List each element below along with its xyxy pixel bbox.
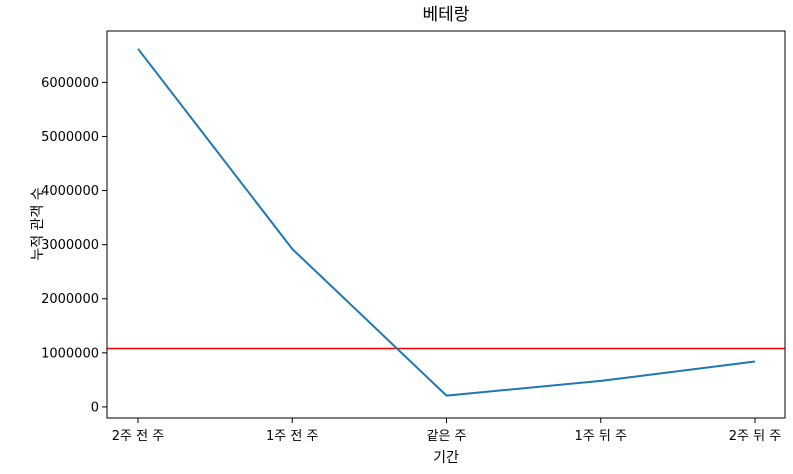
x-tick-label: 같은 주	[426, 429, 466, 444]
series-line	[138, 49, 755, 396]
y-tick-label: 1000000	[41, 346, 99, 361]
chart-title: 베테랑	[423, 5, 470, 25]
x-axis-title: 기간	[433, 450, 459, 466]
y-tick-label: 0	[91, 400, 99, 415]
y-tick-label: 6000000	[41, 76, 99, 91]
x-tick-label: 1주 뒤 주	[575, 429, 627, 444]
y-axis: 0 1000000 2000000 3000000 4000000 5000000 6000…	[41, 76, 107, 416]
x-tick-label: 2주 전 주	[112, 429, 164, 444]
y-tick-label: 5000000	[41, 130, 99, 145]
x-tick-label: 1주 전 주	[266, 429, 318, 444]
x-tick-label: 2주 뒤 주	[729, 429, 781, 444]
x-axis: 2주 전 주 1주 전 주 같은 주 1주 뒤 주 2주 뒤 주	[112, 418, 781, 444]
y-axis-title: 누적 관객 수	[30, 187, 46, 260]
y-tick-label: 4000000	[41, 184, 99, 199]
plot-area	[107, 49, 785, 396]
plot-frame	[107, 31, 785, 418]
y-tick-label: 3000000	[41, 238, 99, 253]
y-tick-label: 2000000	[41, 292, 99, 307]
